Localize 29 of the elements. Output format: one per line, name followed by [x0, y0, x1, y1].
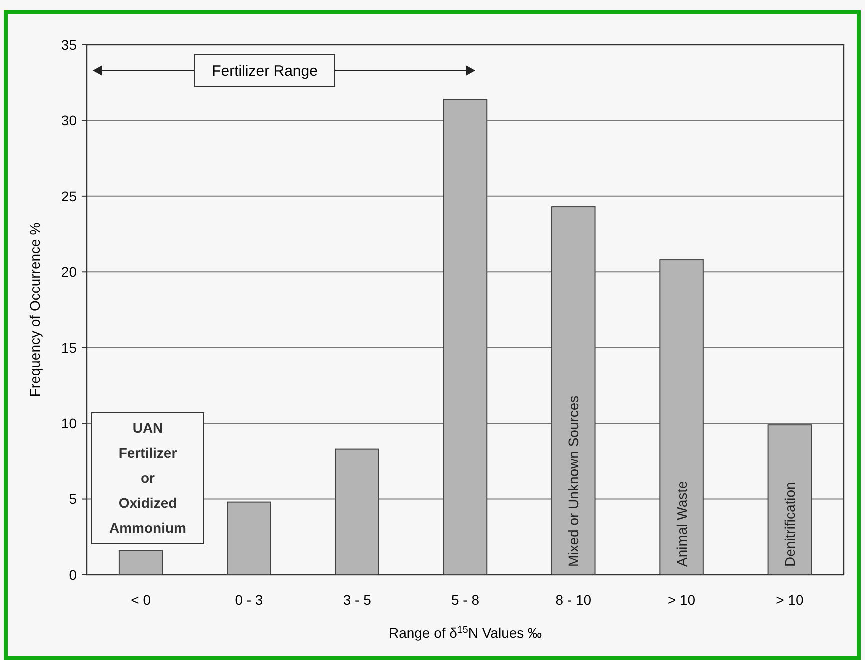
annotation: UAN Fertilizer or Oxidized Ammonium: [110, 420, 186, 536]
bar: [552, 206, 596, 576]
y-tick-label: 20: [61, 264, 78, 280]
annotation: Fertilizer Range: [212, 62, 318, 80]
bar: [118, 550, 164, 576]
y-tick-label: 15: [61, 340, 78, 356]
x-tick-label: > 10: [776, 592, 804, 608]
bar: [227, 502, 272, 576]
x-axis-title: Range of δ$^{15}$N Values ‰: [388, 624, 542, 641]
x-tick-label: 8 - 10: [556, 592, 592, 608]
x-tick-label: < 0: [131, 592, 152, 608]
bar: [443, 99, 488, 576]
y-tick-label: 30: [61, 112, 78, 129]
annotation: Denitrification: [782, 482, 798, 567]
x-tick-label: > 10: [668, 592, 696, 608]
bar: [768, 424, 812, 576]
y-tick-label: 25: [61, 188, 78, 204]
x-tick-label: 5 - 8: [451, 592, 480, 608]
y-tick-label: 35: [61, 36, 78, 53]
bar: [335, 448, 380, 576]
x-tick-label: 0 - 3: [235, 592, 264, 608]
bar: [660, 260, 704, 576]
y-tick-label: 0: [69, 566, 78, 583]
y-axis-title: Frequency of Occurrence %: [27, 222, 43, 398]
annotation: Animal Waste: [674, 480, 690, 567]
annotation: Mixed or Unknown Sources: [566, 396, 582, 567]
y-tick-label: 5: [69, 491, 78, 508]
x-tick-label: 3 - 5: [343, 592, 372, 608]
y-tick-label: 10: [61, 415, 78, 432]
